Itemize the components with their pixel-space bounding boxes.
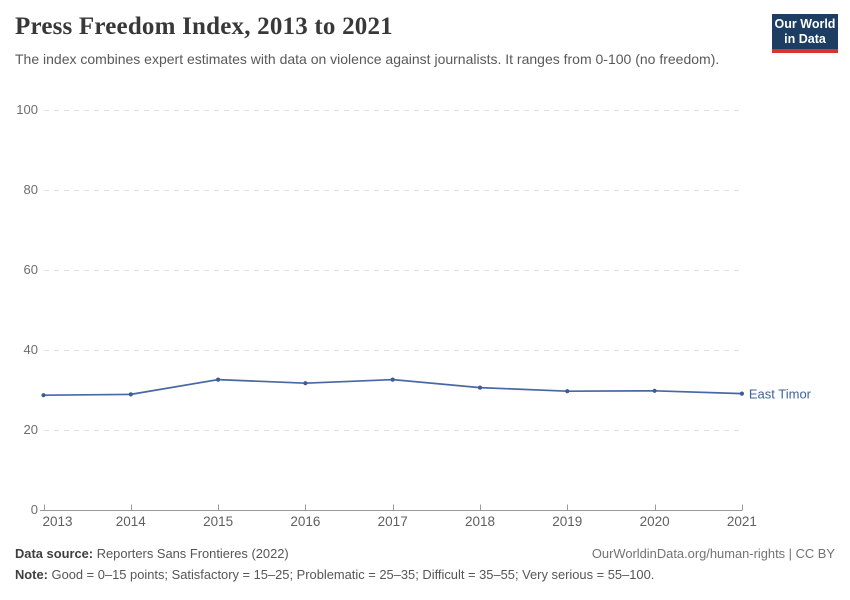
- data-point[interactable]: [565, 389, 570, 394]
- data-point[interactable]: [739, 391, 745, 396]
- data-source-line: Data source: Reporters Sans Frontieres (…: [15, 546, 289, 561]
- series-label-east-timor: East Timor: [748, 386, 812, 402]
- data-point[interactable]: [477, 385, 483, 390]
- x-axis-tick-label: 2020: [639, 514, 670, 529]
- data-point[interactable]: [128, 392, 133, 397]
- footer-link[interactable]: OurWorldinData.org/human-rights | CC BY: [591, 546, 835, 561]
- data-source-label: Data source:: [15, 546, 94, 561]
- data-point[interactable]: [216, 377, 221, 382]
- x-axis-tick-label: 2013: [42, 514, 73, 529]
- data-point[interactable]: [652, 388, 657, 393]
- x-axis-tick-label: 2017: [377, 514, 408, 529]
- y-axis-tick-label: 100: [16, 102, 38, 117]
- x-axis-tick-label: 2019: [552, 514, 583, 529]
- x-axis-tick-label: 2021: [726, 514, 757, 529]
- x-axis-tick-label: 2016: [290, 514, 321, 529]
- y-axis-tick-label: 0: [30, 502, 38, 517]
- note-line: Note: Good = 0–15 points; Satisfactory =…: [15, 567, 654, 582]
- y-axis-tick-label: 60: [23, 262, 38, 277]
- y-axis-tick-label: 80: [23, 182, 38, 197]
- note-text: Good = 0–15 points; Satisfactory = 15–25…: [51, 567, 655, 582]
- page-title: Press Freedom Index, 2013 to 2021: [15, 13, 393, 40]
- chart-subtitle: The index combines expert estimates with…: [15, 51, 720, 67]
- x-axis-tick-label: 2014: [115, 514, 146, 529]
- owid-logo-text: Our World in Data: [772, 14, 838, 49]
- owid-logo[interactable]: Our World in Data: [772, 14, 838, 53]
- y-axis-tick-label: 40: [23, 342, 38, 357]
- y-axis-tick-label: 20: [23, 422, 38, 437]
- owid-logo-stripe: [772, 49, 838, 53]
- trend-line[interactable]: [43, 378, 742, 397]
- x-axis-tick-label: 2018: [464, 514, 496, 529]
- note-label: Note:: [15, 567, 48, 582]
- x-axis-tick-label: 2015: [203, 514, 234, 529]
- data-point[interactable]: [390, 377, 395, 382]
- data-source-text: Reporters Sans Frontieres (2022): [96, 546, 289, 561]
- data-point[interactable]: [303, 381, 308, 386]
- data-point[interactable]: [41, 393, 46, 398]
